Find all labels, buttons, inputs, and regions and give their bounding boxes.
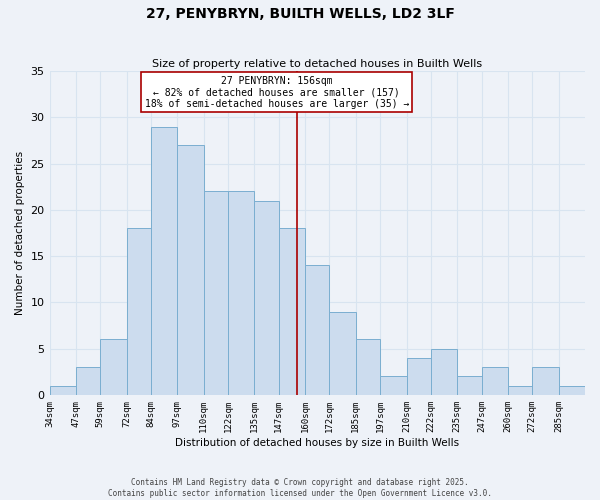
Bar xyxy=(431,348,457,395)
Bar xyxy=(305,266,329,395)
Bar xyxy=(279,228,305,395)
Bar xyxy=(100,340,127,395)
Bar xyxy=(76,367,100,395)
Bar xyxy=(457,376,482,395)
Text: Contains HM Land Registry data © Crown copyright and database right 2025.
Contai: Contains HM Land Registry data © Crown c… xyxy=(108,478,492,498)
Bar xyxy=(127,228,151,395)
Bar xyxy=(50,386,76,395)
Text: 27 PENYBRYN: 156sqm
← 82% of detached houses are smaller (157)
18% of semi-detac: 27 PENYBRYN: 156sqm ← 82% of detached ho… xyxy=(145,76,409,109)
Bar xyxy=(178,145,203,395)
Title: Size of property relative to detached houses in Builth Wells: Size of property relative to detached ho… xyxy=(152,59,482,69)
Bar xyxy=(508,386,532,395)
Bar xyxy=(151,126,178,395)
Bar xyxy=(329,312,356,395)
Bar xyxy=(532,367,559,395)
Bar xyxy=(254,200,279,395)
Bar xyxy=(482,367,508,395)
Y-axis label: Number of detached properties: Number of detached properties xyxy=(15,151,25,315)
Bar xyxy=(407,358,431,395)
Bar xyxy=(203,192,228,395)
Bar xyxy=(356,340,380,395)
Bar xyxy=(228,192,254,395)
Bar xyxy=(380,376,407,395)
Text: 27, PENYBRYN, BUILTH WELLS, LD2 3LF: 27, PENYBRYN, BUILTH WELLS, LD2 3LF xyxy=(146,8,454,22)
Bar xyxy=(559,386,585,395)
X-axis label: Distribution of detached houses by size in Builth Wells: Distribution of detached houses by size … xyxy=(175,438,460,448)
